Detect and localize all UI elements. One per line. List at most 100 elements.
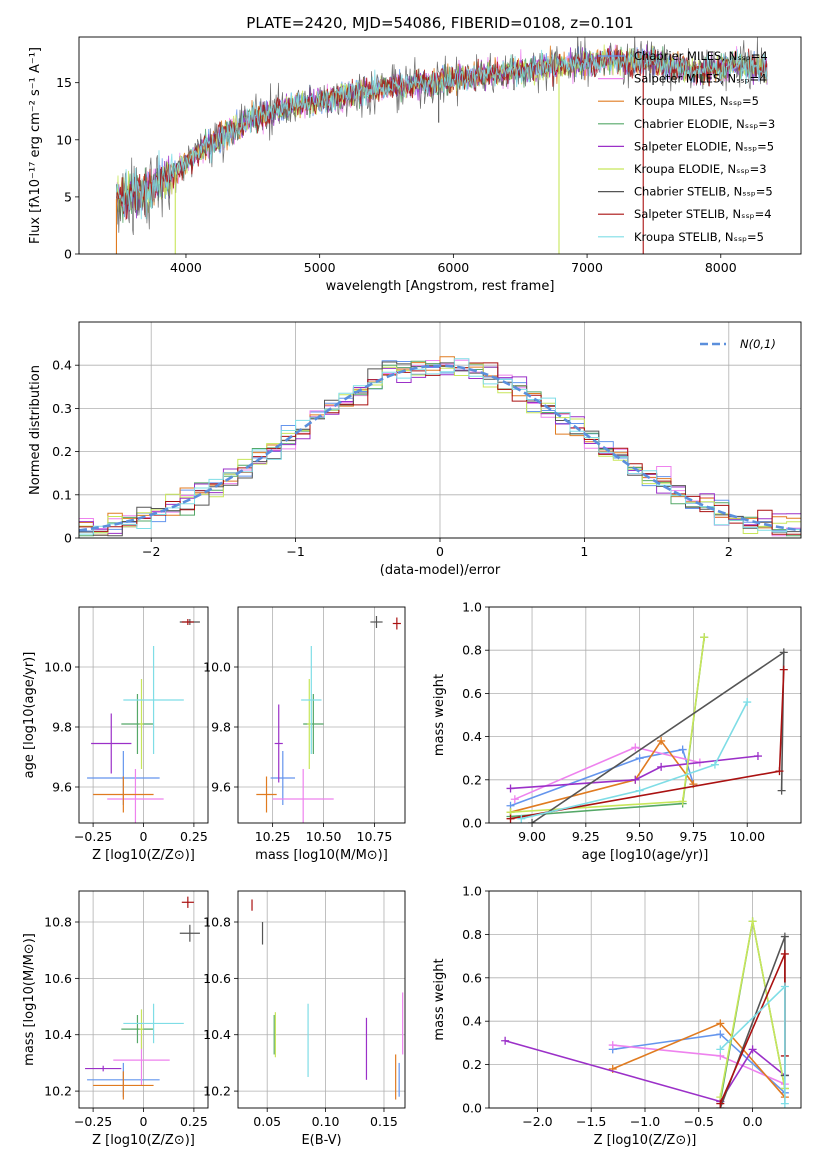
weight-marker <box>501 1036 510 1045</box>
panel-weight-vs-age: 9.00 9.25 9.50 9.75 10.00 0.0 0.2 0.4 0.6 0.8 1.0 a… <box>432 600 802 863</box>
y-tick-label: 9.8 <box>211 720 231 735</box>
weight-path <box>504 1039 786 1103</box>
weight-marker <box>657 762 666 771</box>
panel-weight-vs-Z: −2.0 −1.5 −1.0 −0.5 0.0 0.0 0.2 0.4 0.6 0.8 1.0 Z [… <box>432 884 802 1148</box>
weight-marker <box>710 760 719 769</box>
x-tick-label: 2 <box>725 544 733 559</box>
weight-marker <box>780 1099 789 1108</box>
x-tick-label: 9.00 <box>518 829 546 844</box>
legend-label-salpeter-miles: Salpeter MILES, Nₛₛₚ=4 <box>634 72 767 86</box>
panel-mass-vs-Z: −0.25 0 0.25 10.2 10.4 10.6 10.8 Z [log10(Z/Z⊙)… <box>22 890 209 1148</box>
axes-frame <box>237 890 406 1109</box>
errorbar-salpeter-miles <box>107 769 164 823</box>
y-tick-label: 9.6 <box>211 780 231 795</box>
x-axis-label: age [log10(age/yr)] <box>582 848 709 863</box>
y-tick-label: 5 <box>64 189 72 204</box>
y-tick-label: 0.4 <box>462 729 482 744</box>
weight-marker <box>780 982 789 991</box>
legend-label-kroupa-stelib: Kroupa STELIB, Nₛₛₚ=5 <box>634 230 764 244</box>
errorbar-kroupa-stelib <box>123 1003 184 1044</box>
errorbar-chabrier-miles <box>270 751 296 805</box>
x-tick-label: 9.75 <box>679 829 707 844</box>
panel-mass-vs-EBV: 0.05 0.10 0.15 10.2 10.4 10.6 10.8 E(B-V) <box>203 890 406 1148</box>
y-tick-label: 0.2 <box>462 1057 482 1072</box>
weight-marker <box>678 745 687 754</box>
axes-frame <box>237 606 406 824</box>
y-tick-label: 10.8 <box>44 915 72 930</box>
plot-area <box>87 619 200 823</box>
weight-line-kroupa-stelib <box>517 698 752 823</box>
y-tick-label: 0.8 <box>462 927 482 942</box>
x-tick-label: 8000 <box>705 260 737 275</box>
y-tick-label: 0.0 <box>462 816 482 831</box>
errorbar-salpeter-elodie <box>85 1065 122 1072</box>
y-tick-label: 10.6 <box>203 971 231 986</box>
x-tick-label: −1.5 <box>576 1114 606 1129</box>
errorbar-kroupa-stelib <box>301 646 322 754</box>
axes-frame <box>78 321 802 539</box>
legend-label-kroupa-miles: Kroupa MILES, Nₛₛₚ=5 <box>634 94 759 108</box>
x-tick-label: −1 <box>286 544 304 559</box>
weight-line-salpeter-stelib <box>506 665 788 823</box>
legend-label-kroupa-elodie: Kroupa ELODIE, Nₛₛₚ=3 <box>634 162 767 176</box>
weight-marker <box>716 1045 725 1054</box>
y-tick-label: 10.0 <box>44 660 72 675</box>
x-tick-label: 0.0 <box>743 1114 763 1129</box>
plot-area <box>251 899 404 1100</box>
y-tick-label: 10.0 <box>203 660 231 675</box>
y-tick-label: 0.8 <box>462 643 482 658</box>
weight-line-salpeter-elodie <box>506 752 762 793</box>
y-axis-label: age [log10(age/yr)] <box>22 652 37 779</box>
weight-marker <box>779 665 788 674</box>
weight-marker <box>716 1030 725 1039</box>
x-axis-label: E(B-V) <box>301 1133 341 1148</box>
axes-frame <box>488 606 802 824</box>
weight-marker <box>678 797 687 806</box>
spectrum-legend: Chabrier MILES, Nₛₛₚ=4 Salpeter MILES, Nₛ… <box>598 49 775 244</box>
weight-marker <box>631 775 640 784</box>
y-tick-label: 10.2 <box>44 1084 72 1099</box>
errorbar-kroupa-stelib <box>123 646 184 754</box>
x-tick-label: −0.25 <box>74 1114 112 1129</box>
axes-frame <box>78 606 209 824</box>
y-tick-label: 0.2 <box>52 444 72 459</box>
errorbar-chabrier-elodie <box>121 694 154 754</box>
x-tick-label: 6000 <box>437 260 469 275</box>
weight-marker <box>748 917 757 926</box>
errorbar-salpeter-stelib <box>181 619 194 625</box>
errorbar-kroupa-elodie <box>139 679 144 769</box>
x-tick-label: 9.25 <box>572 829 600 844</box>
x-axis-label: Z [log10(Z/Z⊙)] <box>92 848 195 863</box>
x-tick-label: 0.05 <box>253 1114 281 1129</box>
y-tick-label: 0.6 <box>462 970 482 985</box>
legend-label-normal: N(0,1) <box>740 337 776 351</box>
x-tick-label: 10.50 <box>306 829 342 844</box>
weight-marker <box>517 814 526 823</box>
errorbar-kroupa-elodie <box>139 1009 144 1049</box>
weight-marker <box>775 767 784 776</box>
histogram-chabrier-stelib <box>79 361 801 537</box>
x-tick-label: −1.0 <box>630 1114 660 1129</box>
errorbar-chabrier-stelib <box>179 924 200 942</box>
errorbar-kroupa-miles <box>256 776 277 813</box>
errorbar-salpeter-stelib <box>181 896 194 908</box>
weight-marker <box>657 736 666 745</box>
x-axis-label: (data-model)/error <box>380 563 501 578</box>
y-tick-label: 0.4 <box>52 358 72 373</box>
spectrum-line-salpeter-stelib <box>115 44 768 221</box>
errorbar-kroupa-elodie <box>307 679 312 769</box>
weight-marker <box>780 932 789 941</box>
x-tick-label: 5000 <box>304 260 336 275</box>
x-axis-label: Z [log10(Z/Z⊙)] <box>92 1133 195 1148</box>
x-axis-label: Z [log10(Z/Z⊙)] <box>594 1133 697 1148</box>
histogram-kroupa-stelib <box>79 358 801 535</box>
residuals-legend: N(0,1) <box>700 337 776 351</box>
errorbar-salpeter-stelib <box>392 617 401 630</box>
weight-marker <box>635 786 644 795</box>
y-tick-label: 10.2 <box>203 1084 231 1099</box>
weight-marker <box>506 784 515 793</box>
errorbar-salpeter-elodie <box>274 704 283 783</box>
errorbar-salpeter-miles <box>272 769 334 823</box>
errorbar-chabrier-stelib <box>370 616 383 628</box>
